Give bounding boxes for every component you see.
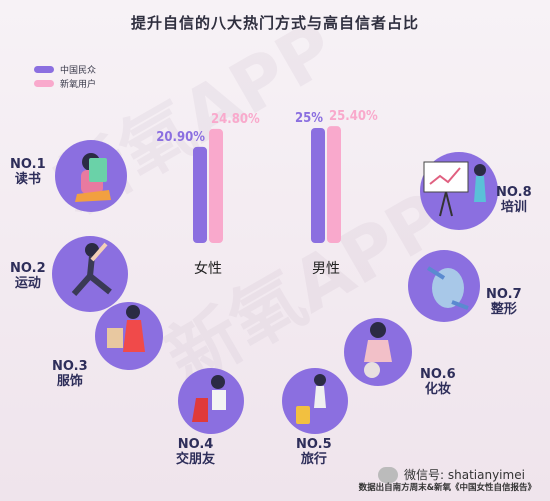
makeup-mirror-icon (344, 318, 412, 386)
exercise-person-icon (52, 236, 128, 312)
source-note: 数据出自南方周末&新氧《中国女性自信报告》 (358, 483, 536, 493)
way-name: 服饰 (56, 373, 83, 389)
way-name: 旅行 (300, 451, 327, 467)
way-no: NO.3 (52, 359, 88, 374)
fashion-person-icon (95, 302, 163, 370)
legend-item: 中国民众 (34, 62, 96, 76)
travel-suitcase-icon (282, 368, 348, 434)
way-no: NO.7 (486, 287, 522, 302)
wechat-icon (378, 466, 398, 483)
chart-title: 提升自信的八大热门方式与高自信者占比 (130, 14, 419, 32)
wechat-id: 微信号: shatianyimei (378, 466, 525, 483)
data-label: 20.90% (156, 130, 205, 145)
way-no: NO.2 (10, 261, 46, 276)
way-label-2: NO.2 运动 (10, 261, 46, 292)
way-no: NO.1 (10, 157, 46, 172)
way-no: NO.5 (296, 437, 332, 452)
category-label: 男性 (312, 261, 340, 277)
legend-swatch (34, 79, 54, 87)
way-no: NO.4 (177, 437, 214, 452)
legend-label: 中国民众 (60, 65, 97, 76)
face-contour-icon (408, 250, 480, 322)
training-board-icon (420, 152, 498, 230)
way-label-1: NO.1 读书 (10, 157, 46, 188)
way-label-3: NO.3 服饰 (52, 359, 88, 390)
category-label: 女性 (194, 260, 222, 277)
way-no: NO.6 (420, 367, 456, 382)
way-name: 化妆 (424, 381, 451, 397)
way-label-7: NO.7 整形 (486, 287, 522, 318)
data-label: 25% (295, 111, 323, 126)
bar-中国民众-男性 (311, 128, 325, 243)
way-name: 培训 (500, 199, 527, 215)
way-name: 运动 (14, 275, 41, 291)
way-label-8: NO.8 培训 (496, 185, 532, 216)
way-label-4: NO.4 交朋友 (176, 437, 216, 468)
data-label: 25.40% (329, 109, 378, 124)
way-label-5: NO.5 旅行 (296, 437, 332, 468)
way-name: 读书 (14, 171, 41, 187)
legend-swatch (34, 65, 54, 73)
bar-新氧用户-女性 (209, 128, 223, 243)
legend-item: 新氧用户 (34, 76, 96, 90)
data-label: 24.80% (211, 112, 260, 127)
wechat-label: 微信号: shatianyimei (404, 468, 525, 482)
way-label-6: NO.6 化妆 (420, 367, 456, 398)
bar-新氧用户-男性 (327, 126, 341, 243)
legend-label: 新氧用户 (60, 79, 97, 90)
way-name: 整形 (490, 301, 517, 317)
way-no: NO.8 (496, 185, 532, 200)
way-name: 交朋友 (176, 451, 216, 467)
legend: 中国民众 新氧用户 (34, 62, 96, 90)
reading-person-icon (55, 140, 127, 212)
bar-中国民众-女性 (193, 146, 207, 243)
friends-chair-icon (178, 368, 244, 434)
